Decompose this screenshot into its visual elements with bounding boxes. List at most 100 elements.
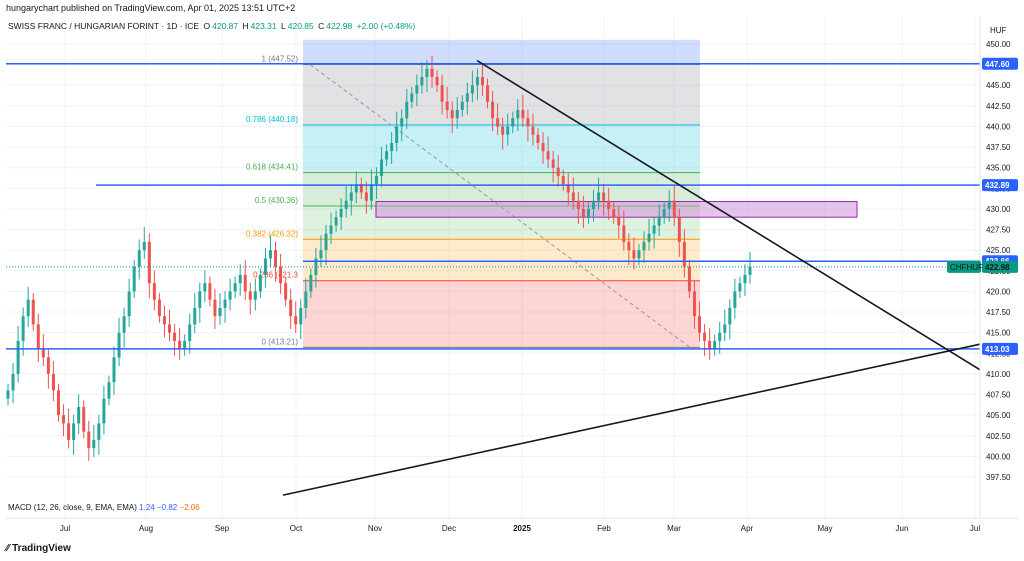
candle-body xyxy=(112,357,116,383)
price-tag-bg xyxy=(982,179,1018,192)
price-tag-bg xyxy=(982,57,1018,70)
downtrend-line[interactable] xyxy=(476,59,981,371)
candle-body xyxy=(243,274,247,292)
fib-zone xyxy=(303,280,700,348)
uptrend-line[interactable] xyxy=(282,343,981,496)
candle-body xyxy=(627,241,631,251)
candle-body xyxy=(561,175,565,185)
currency-label: HUF xyxy=(990,26,1007,35)
tradingview-logo-icon: ⁄⁄ xyxy=(6,543,10,554)
candle-body xyxy=(521,109,525,119)
time-tick-label: Jul xyxy=(60,524,70,533)
candle-body xyxy=(445,101,449,110)
candle-body xyxy=(147,241,151,284)
candle-body xyxy=(511,118,515,127)
price-tick-label: 397.50 xyxy=(986,473,1011,482)
candle-body xyxy=(581,208,585,218)
candle-body xyxy=(77,406,81,424)
resistance-zone[interactable] xyxy=(375,201,858,218)
candle-body xyxy=(324,233,328,251)
candle-body xyxy=(677,217,681,242)
candle-body xyxy=(62,415,66,424)
candle-body xyxy=(213,299,217,317)
fib-zone xyxy=(303,239,700,281)
price-tag-text: 413.03 xyxy=(985,345,1010,354)
candle-body xyxy=(233,283,237,292)
price-tick-label: 450.00 xyxy=(986,40,1011,49)
candle-body xyxy=(536,134,540,143)
candle-body xyxy=(183,340,187,350)
time-tick-label: Jul xyxy=(970,524,980,533)
price-tick-label: 402.50 xyxy=(986,432,1011,441)
candle-body xyxy=(21,316,25,341)
change-value: +2.00 (+0.48%) xyxy=(356,21,416,31)
candle-body xyxy=(390,142,394,152)
last-price-text: 422.98 xyxy=(985,263,1010,272)
candle-body xyxy=(541,142,545,152)
candle-body xyxy=(248,291,252,300)
candle-body xyxy=(137,250,141,267)
price-tick-label: 440.00 xyxy=(986,122,1011,131)
candle-body xyxy=(97,423,101,440)
time-tick-label: Aug xyxy=(139,524,153,533)
candle-body xyxy=(142,241,146,251)
candle-body xyxy=(496,118,500,127)
candle-body xyxy=(748,266,752,275)
candle-body xyxy=(420,76,424,86)
candle-body xyxy=(415,85,419,94)
candle-body xyxy=(460,101,464,110)
price-tick-label: 430.00 xyxy=(986,205,1011,214)
price-tick-label: 410.00 xyxy=(986,370,1011,379)
candle-body xyxy=(102,398,106,424)
high-value: 423.31 xyxy=(250,21,277,31)
candle-body xyxy=(359,184,363,193)
candle-body xyxy=(344,200,348,209)
fib-level-label: 0.5 (430.36) xyxy=(255,196,298,205)
candle-body xyxy=(571,192,575,201)
candle-body xyxy=(329,225,333,234)
candle-body xyxy=(157,299,161,317)
price-tick-label: 417.50 xyxy=(986,308,1011,317)
open-value: 420.87 xyxy=(212,21,239,31)
candle-body xyxy=(470,85,474,94)
candle-body xyxy=(743,274,747,284)
candle-body xyxy=(198,291,202,308)
candle-body xyxy=(72,423,76,440)
candle-body xyxy=(82,406,86,432)
candle-body xyxy=(662,208,666,218)
candle-body xyxy=(354,184,358,193)
candle-body xyxy=(188,324,192,341)
candle-body xyxy=(546,151,550,160)
price-tag-413.03: 413.03 xyxy=(982,342,1018,355)
candle-body xyxy=(551,159,555,168)
candle-body xyxy=(11,373,15,391)
candle-body xyxy=(117,332,121,358)
candle-body xyxy=(713,340,717,350)
time-tick-label: Oct xyxy=(290,524,303,533)
candle-body xyxy=(617,217,621,226)
candle-body xyxy=(132,266,136,292)
fib-zone xyxy=(303,39,700,65)
candle-body xyxy=(516,109,520,119)
price-tick-label: 445.00 xyxy=(986,81,1011,90)
candle-body xyxy=(284,283,288,300)
time-tick-label: Nov xyxy=(368,524,382,533)
candle-body xyxy=(380,159,384,176)
candle-body xyxy=(455,109,459,119)
candle-body xyxy=(374,175,378,185)
open-label: O xyxy=(203,21,211,31)
candle-body xyxy=(334,217,338,226)
candle-body xyxy=(647,233,651,242)
price-tag-bg xyxy=(982,342,1018,355)
fib-level-label: 0.618 (434.41) xyxy=(246,163,298,172)
candle-body xyxy=(385,151,389,160)
symbol-legend: SWISS FRANC / HUNGARIAN FORINT · 1D · IC… xyxy=(8,21,417,31)
candle-body xyxy=(258,274,262,292)
time-tick-label: Mar xyxy=(667,524,681,533)
published-line: hungarychart published on TradingView.co… xyxy=(6,3,296,13)
candle-body xyxy=(632,250,636,259)
candle-body xyxy=(622,225,626,242)
candle-body xyxy=(127,291,131,317)
candle-body xyxy=(122,316,126,333)
